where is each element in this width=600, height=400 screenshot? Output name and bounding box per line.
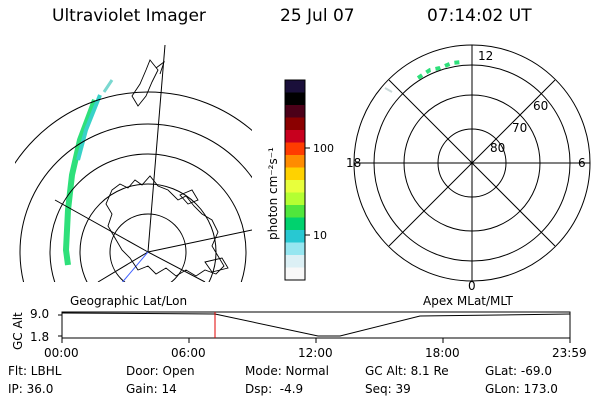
aurora-arc-upper <box>76 94 102 161</box>
apex-polar-map <box>353 44 591 282</box>
timeline-xtick-1800: 18:00 <box>425 346 460 360</box>
aurora-arc-polar <box>416 60 463 80</box>
mlat-label-60: 60 <box>533 99 548 113</box>
mlt-label-0: 0 <box>468 279 476 293</box>
colorbar-band <box>285 180 305 193</box>
time-label: 07:14:02 UT <box>427 6 532 26</box>
colorbar-band <box>285 155 305 168</box>
timeline-xtick-1200: 12:00 <box>298 346 333 360</box>
info-seq: Seq: 39 <box>365 382 411 396</box>
colorbar-tick-100: 100 <box>313 142 334 155</box>
colorbar-band <box>285 142 305 156</box>
colorbar-band <box>285 267 305 281</box>
mlt-label-12: 12 <box>478 49 493 63</box>
timeline-xtick-2359: 23:59 <box>552 346 587 360</box>
colorbar-band <box>285 80 305 93</box>
colorbar-band <box>285 105 305 118</box>
mlat-label-70: 70 <box>512 121 527 135</box>
info-glon: GLon: 173.0 <box>485 382 558 396</box>
mlat-label-80: 80 <box>490 141 505 155</box>
info-ip: IP: 36.0 <box>8 382 54 396</box>
info-gain: Gain: 14 <box>126 382 177 396</box>
info-door: Door: Open <box>126 364 195 378</box>
colorbar-frame <box>284 79 306 281</box>
altitude-curve <box>61 312 571 337</box>
info-gc-alt: GC Alt: 8.1 Re <box>365 364 449 378</box>
colorbar-band <box>285 230 305 243</box>
app-title: Ultraviolet Imager <box>52 6 206 26</box>
colorbar-band <box>285 117 305 131</box>
info-filter: Flt: LBHL <box>8 364 62 378</box>
colorbar-band <box>285 92 305 106</box>
apex-map-label: Apex MLat/MLT <box>423 294 513 308</box>
timeline-ytick-1-8: 1.8 <box>30 330 50 344</box>
aurora-fragment <box>102 79 114 93</box>
timeline-ylabel: GC Alt <box>11 312 25 350</box>
geographic-map <box>15 44 252 282</box>
date-label: 25 Jul 07 <box>280 6 355 26</box>
colorbar-band <box>285 217 305 231</box>
mlt-label-6: 6 <box>578 156 586 170</box>
colorbar-band <box>285 205 305 218</box>
colorbar <box>285 80 305 281</box>
mlt-label-18: 18 <box>346 156 361 170</box>
colorbar-tick-10: 10 <box>313 229 327 242</box>
geo-map-label: Geographic Lat/Lon <box>70 294 188 308</box>
info-dsp: Dsp: -4.9 <box>245 382 304 396</box>
colorbar-unit-label: photon cm⁻²s⁻¹ <box>266 147 280 240</box>
altitude-timeline <box>58 311 571 343</box>
timeline-xtick-0600: 06:00 <box>171 346 206 360</box>
colorbar-band <box>285 130 305 143</box>
colorbar-band <box>285 255 305 268</box>
colorbar-band <box>285 242 305 256</box>
info-mode: Mode: Normal <box>245 364 329 378</box>
timeline-xtick-0000: 00:00 <box>44 346 79 360</box>
info-glat: GLat: -69.0 <box>485 364 552 378</box>
aurora-arc <box>62 98 98 266</box>
colorbar-band <box>285 192 305 206</box>
colorbar-band <box>285 167 305 181</box>
timeline-ytick-9: 9.0 <box>30 307 50 321</box>
